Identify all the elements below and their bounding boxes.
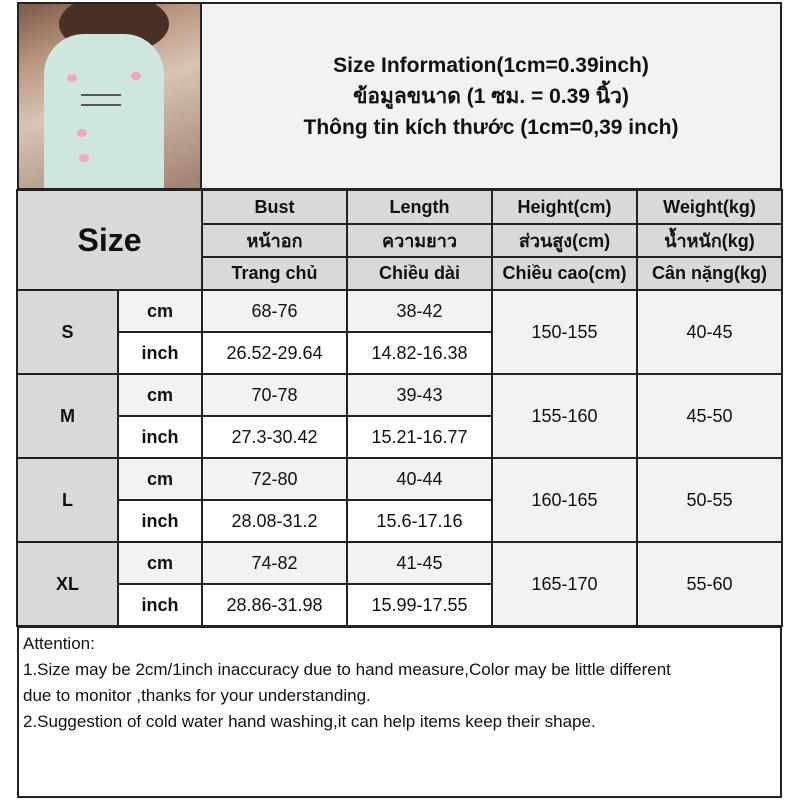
photo-shirt <box>44 34 164 188</box>
photo-bow <box>79 154 89 162</box>
attention-line: 2.Suggestion of cold water hand washing,… <box>23 712 596 731</box>
bust-cm: 70-78 <box>201 373 348 417</box>
column-header-vi: Cân nặng(kg) <box>636 256 783 291</box>
length-inch: 14.82-16.38 <box>346 331 493 375</box>
unit-label-cm: cm <box>117 373 203 417</box>
length-inch: 15.6-17.16 <box>346 499 493 543</box>
unit-label-inch: inch <box>117 331 203 375</box>
column-header-en: Weight(kg) <box>636 189 783 225</box>
unit-label-cm: cm <box>117 541 203 585</box>
column-header-th: หน้าอก <box>201 223 348 258</box>
unit-label-inch: inch <box>117 415 203 459</box>
bust-inch: 28.86-31.98 <box>201 583 348 627</box>
unit-label-cm: cm <box>117 457 203 501</box>
height-range: 155-160 <box>491 373 638 459</box>
column-header-en: Bust <box>201 189 348 225</box>
bust-inch: 27.3-30.42 <box>201 415 348 459</box>
size-label: M <box>16 373 119 459</box>
column-header-vi: Chiều dài <box>346 256 493 291</box>
photo-bow <box>77 129 87 137</box>
weight-range: 50-55 <box>636 457 783 543</box>
photo-bow <box>67 74 77 82</box>
length-cm: 39-43 <box>346 373 493 417</box>
bust-inch: 26.52-29.64 <box>201 331 348 375</box>
length-inch: 15.21-16.77 <box>346 415 493 459</box>
column-header-vi: Trang chủ <box>201 256 348 291</box>
title-thai: ข้อมูลขนาด (1 ซม. = 0.39 นิ้ว) <box>353 84 629 108</box>
attention-note: Attention: 1.Size may be 2cm/1inch inacc… <box>17 626 782 798</box>
photo-bow <box>131 72 141 80</box>
column-header-en: Height(cm) <box>491 189 638 225</box>
bust-inch: 28.08-31.2 <box>201 499 348 543</box>
weight-range: 45-50 <box>636 373 783 459</box>
column-header-en: Length <box>346 189 493 225</box>
bust-cm: 72-80 <box>201 457 348 501</box>
size-label: XL <box>16 541 119 627</box>
weight-range: 40-45 <box>636 289 783 375</box>
photo-print <box>81 94 121 96</box>
unit-label-cm: cm <box>117 289 203 333</box>
length-cm: 41-45 <box>346 541 493 585</box>
bust-cm: 68-76 <box>201 289 348 333</box>
attention-line: due to monitor ,thanks for your understa… <box>23 686 371 705</box>
column-header-vi: Chiều cao(cm) <box>491 256 638 291</box>
column-header-th: ความยาว <box>346 223 493 258</box>
height-range: 165-170 <box>491 541 638 627</box>
photo-print <box>81 104 121 106</box>
column-header-th: น้ำหนัก(kg) <box>636 223 783 258</box>
length-inch: 15.99-17.55 <box>346 583 493 627</box>
unit-label-inch: inch <box>117 583 203 627</box>
size-label: S <box>16 289 119 375</box>
length-cm: 38-42 <box>346 289 493 333</box>
title-vietnamese: Thông tin kích thước (1cm=0,39 inch) <box>303 115 679 139</box>
size-info-title: Size Information(1cm=0.39inch) ข้อมูลขนา… <box>202 2 782 190</box>
unit-label-inch: inch <box>117 499 203 543</box>
size-header: Size <box>16 189 203 291</box>
product-photo <box>17 2 202 190</box>
attention-heading: Attention: <box>23 634 95 653</box>
title-english: Size Information(1cm=0.39inch) <box>333 53 649 77</box>
attention-line: 1.Size may be 2cm/1inch inaccuracy due t… <box>23 660 671 679</box>
height-range: 160-165 <box>491 457 638 543</box>
column-header-th: ส่วนสูง(cm) <box>491 223 638 258</box>
weight-range: 55-60 <box>636 541 783 627</box>
size-label: L <box>16 457 119 543</box>
height-range: 150-155 <box>491 289 638 375</box>
length-cm: 40-44 <box>346 457 493 501</box>
bust-cm: 74-82 <box>201 541 348 585</box>
